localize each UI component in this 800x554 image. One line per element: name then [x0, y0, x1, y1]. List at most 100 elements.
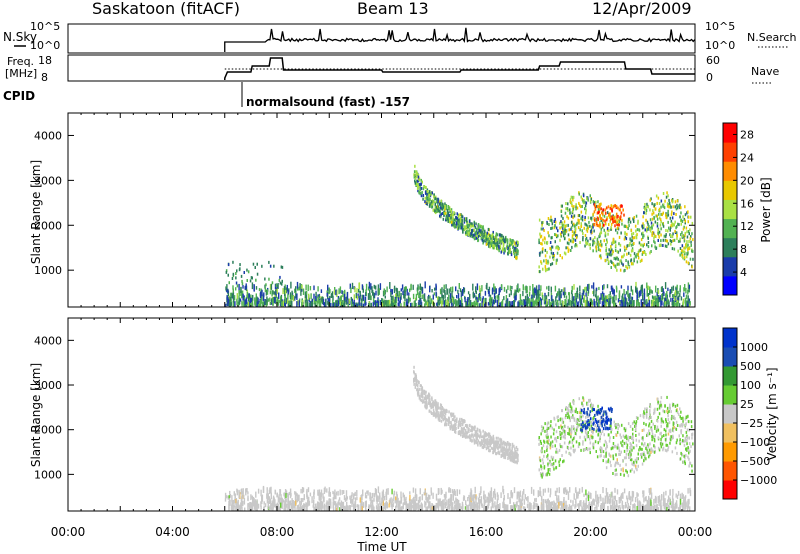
- vel-echo-cell: [568, 506, 570, 511]
- vel-echo-cell: [476, 502, 478, 508]
- vel-echo-cell: [287, 502, 290, 509]
- vel-echoes: [224, 365, 694, 512]
- vel-echo-cell: [324, 505, 326, 511]
- power-echo-cell: [512, 250, 515, 253]
- power-echo-cell: [584, 200, 586, 204]
- power-echo-cell: [249, 301, 252, 307]
- power-echo-cell: [682, 298, 685, 305]
- power-echo-cell: [623, 289, 625, 295]
- vel-echo-cell: [575, 501, 577, 508]
- power-echo-cell: [544, 241, 546, 245]
- power-echo-cell: [674, 229, 676, 233]
- vel-echo-cell: [510, 455, 512, 459]
- power-echo-cell: [630, 258, 633, 262]
- nsearch-tick-high: 10^5: [705, 20, 735, 33]
- vel-echo-cell: [338, 497, 341, 501]
- power-echo-cell: [673, 247, 676, 251]
- power-echo-cell: [581, 205, 583, 208]
- vel-echo-cell: [603, 502, 606, 510]
- power-echo-cell: [687, 298, 689, 305]
- power-echo-cell: [453, 211, 455, 215]
- power-echo-cell: [461, 303, 464, 307]
- vel-echo-cell: [306, 488, 308, 494]
- power-echo-cell: [287, 294, 289, 300]
- vel-echo-cell: [467, 506, 469, 511]
- vel-echo-cell: [345, 490, 348, 498]
- power-echo-cell: [301, 284, 303, 289]
- vel-echo-cell: [505, 445, 508, 449]
- vel-echo-cell: [492, 447, 494, 451]
- power-echo-cell: [470, 224, 472, 228]
- vel-echo-cell: [317, 505, 319, 511]
- vel-echo-cell: [272, 499, 275, 506]
- vel-echo-cell: [488, 497, 490, 502]
- power-echo-cell: [243, 300, 245, 307]
- power-echo-cell: [507, 285, 509, 290]
- power-echo-cell: [627, 285, 629, 291]
- vel-echo-cell: [358, 504, 360, 511]
- power-echo-cell: [608, 223, 610, 227]
- power-echo-cell: [452, 223, 455, 227]
- vel-echo-cell: [595, 490, 597, 498]
- power-echo-cell: [515, 241, 517, 245]
- power-echo-cell: [329, 302, 331, 307]
- power-echo-cell: [524, 286, 526, 291]
- power-echo-cell: [553, 220, 556, 223]
- power-echo-cell: [445, 214, 448, 218]
- power-echo-cell: [542, 294, 544, 301]
- power-echo-cell: [557, 229, 559, 233]
- power-echo-cell: [550, 218, 553, 222]
- vel-echo-cell: [515, 502, 518, 508]
- power-echo-cell: [605, 238, 608, 242]
- vel-echo-cell: [503, 497, 505, 504]
- power-echo-cell: [643, 288, 646, 295]
- power-echo-cell: [468, 233, 470, 237]
- power-echo-cell: [457, 226, 460, 230]
- power-echo-cell: [623, 213, 625, 217]
- power-echo-cell: [284, 293, 286, 301]
- power-echo-cell: [444, 204, 446, 208]
- power-echo-cell: [506, 241, 509, 245]
- power-echo-cell: [562, 234, 565, 238]
- vel-echo-cell: [627, 503, 629, 509]
- power-echo-cell: [663, 206, 666, 210]
- power-echo-cell: [437, 204, 439, 208]
- power-echo-cell: [595, 287, 598, 291]
- power-echo-cell: [595, 221, 598, 224]
- power-echo-cell: [672, 205, 674, 209]
- vel-echo-cell: [385, 488, 388, 495]
- power-echo-cell: [605, 302, 608, 307]
- vel-echo-cell: [320, 503, 322, 511]
- vel-echo-cell: [595, 494, 597, 502]
- vel-echo-cell: [475, 503, 477, 508]
- vel-echo-cell: [286, 493, 289, 497]
- vel-echo-cell: [238, 493, 240, 499]
- power-echo-cell: [451, 213, 453, 217]
- power-echo-cell: [484, 229, 486, 233]
- vel-echo-cell: [419, 398, 422, 402]
- vel-echo-cell: [545, 500, 548, 508]
- vel-echo-cell: [412, 498, 414, 505]
- power-echo-cell: [230, 292, 232, 297]
- power-echo-cell: [513, 300, 515, 307]
- vel-echo-cell: [627, 506, 629, 512]
- power-ytick-label: 2000: [34, 219, 62, 232]
- power-echo-cell: [432, 300, 434, 306]
- power-echo-cell: [490, 298, 492, 304]
- power-echo-cell: [499, 286, 501, 293]
- power-echo-cell: [660, 212, 662, 216]
- power-echo-cell: [560, 289, 563, 293]
- power-echo-cell: [261, 296, 263, 303]
- power-echo-cell: [455, 286, 457, 292]
- power-echo-cell: [441, 291, 443, 299]
- power-echo-cell: [225, 269, 228, 273]
- vel-echo-cell: [461, 506, 463, 510]
- power-echo-cell: [246, 289, 248, 294]
- vel-echo-cell: [296, 507, 298, 511]
- power-echo-cell: [615, 302, 617, 307]
- vel-echo-cell: [240, 496, 243, 502]
- power-echo-cell: [513, 251, 515, 255]
- power-echo-cell: [484, 303, 486, 307]
- vel-echo-cell: [556, 487, 558, 493]
